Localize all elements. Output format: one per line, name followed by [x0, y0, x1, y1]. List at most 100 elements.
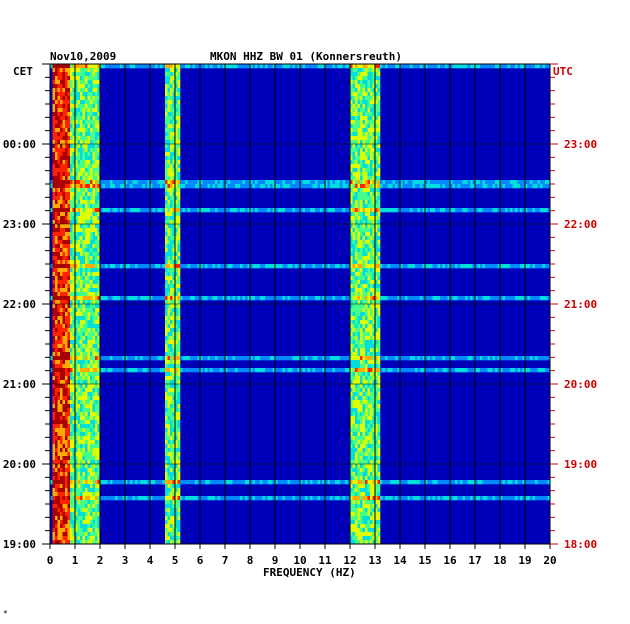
- heat-cell: [77, 292, 81, 297]
- heat-cell: [87, 68, 91, 73]
- heat-cell: [175, 340, 178, 345]
- heat-cell: [152, 264, 156, 269]
- heat-cell: [172, 444, 176, 449]
- heat-cell: [167, 152, 171, 157]
- heat-cell: [545, 180, 548, 185]
- heat-cell: [67, 188, 71, 193]
- heat-cell: [70, 372, 73, 377]
- heat-cell: [87, 264, 91, 269]
- heat-cell: [407, 296, 411, 301]
- heat-cell: [477, 180, 481, 185]
- heat-cell: [70, 236, 73, 241]
- heat-cell: [375, 440, 378, 445]
- heat-cell: [85, 336, 88, 341]
- heat-cell: [352, 108, 356, 113]
- heat-cell: [357, 204, 361, 209]
- heat-cell: [217, 208, 221, 213]
- heat-cell: [55, 136, 58, 141]
- heat-cell: [362, 120, 366, 125]
- heat-cell: [95, 164, 98, 169]
- heat-cell: [75, 444, 78, 449]
- heat-cell: [77, 380, 81, 385]
- heat-cell: [65, 304, 68, 309]
- heat-cell: [52, 184, 56, 189]
- heat-cell: [167, 156, 171, 161]
- heat-cell: [360, 372, 363, 377]
- heat-cell: [370, 380, 373, 385]
- heat-cell: [260, 264, 263, 269]
- heat-cell: [250, 64, 253, 69]
- heat-cell: [180, 264, 183, 269]
- heat-cell: [255, 184, 258, 189]
- heat-cell: [370, 268, 373, 273]
- heat-cell: [177, 316, 181, 321]
- heat-cell: [77, 140, 81, 145]
- heat-cell: [240, 264, 243, 269]
- heat-cell: [80, 212, 83, 217]
- heat-cell: [312, 180, 316, 185]
- heat-cell: [405, 208, 408, 213]
- heat-cell: [52, 204, 56, 209]
- heat-cell: [175, 292, 178, 297]
- heat-cell: [92, 412, 96, 417]
- heat-cell: [350, 68, 353, 73]
- heat-cell: [347, 64, 351, 69]
- heat-cell: [75, 296, 78, 301]
- heat-cell: [372, 340, 376, 345]
- heat-cell: [72, 168, 76, 173]
- heat-cell: [87, 400, 91, 405]
- heat-cell: [67, 344, 71, 349]
- heat-cell: [167, 300, 171, 305]
- heat-cell: [85, 168, 88, 173]
- heat-cell: [175, 92, 178, 97]
- heat-cell: [80, 292, 83, 297]
- heat-cell: [460, 296, 463, 301]
- heat-cell: [77, 212, 81, 217]
- heat-cell: [365, 320, 368, 325]
- heat-cell: [172, 388, 176, 393]
- heat-cell: [355, 196, 358, 201]
- heat-cell: [365, 404, 368, 409]
- heat-cell: [490, 264, 493, 269]
- heat-cell: [410, 184, 413, 189]
- heat-cell: [162, 356, 166, 361]
- heat-cell: [402, 264, 406, 269]
- heat-cell: [172, 68, 176, 73]
- heat-cell: [340, 368, 343, 373]
- heat-cell: [167, 376, 171, 381]
- heat-cell: [465, 356, 468, 361]
- heat-cell: [365, 180, 368, 185]
- heat-cell: [172, 220, 176, 225]
- heat-cell: [170, 80, 173, 85]
- heat-cell: [365, 452, 368, 457]
- heat-cell: [55, 160, 58, 165]
- heat-cell: [357, 260, 361, 265]
- heat-cell: [55, 288, 58, 293]
- heat-cell: [172, 236, 176, 241]
- heat-cell: [72, 236, 76, 241]
- heat-cell: [52, 100, 56, 105]
- heat-cell: [62, 308, 66, 313]
- heat-cell: [275, 296, 278, 301]
- heat-cell: [502, 356, 506, 361]
- heat-cell: [75, 412, 78, 417]
- heat-cell: [50, 64, 53, 69]
- heat-cell: [77, 152, 81, 157]
- heat-cell: [177, 364, 181, 369]
- heat-cell: [95, 188, 98, 193]
- heat-cell: [367, 176, 371, 181]
- heat-cell: [60, 428, 63, 433]
- heat-cell: [85, 100, 88, 105]
- heat-cell: [357, 268, 361, 273]
- heat-cell: [400, 184, 403, 189]
- heat-cell: [57, 244, 61, 249]
- heat-cell: [385, 356, 388, 361]
- heat-cell: [360, 92, 363, 97]
- heat-cell: [55, 444, 58, 449]
- heat-cell: [145, 184, 148, 189]
- heat-cell: [90, 244, 93, 249]
- heat-cell: [80, 332, 83, 337]
- heat-cell: [135, 64, 138, 69]
- heat-cell: [52, 284, 56, 289]
- heat-cell: [375, 420, 378, 425]
